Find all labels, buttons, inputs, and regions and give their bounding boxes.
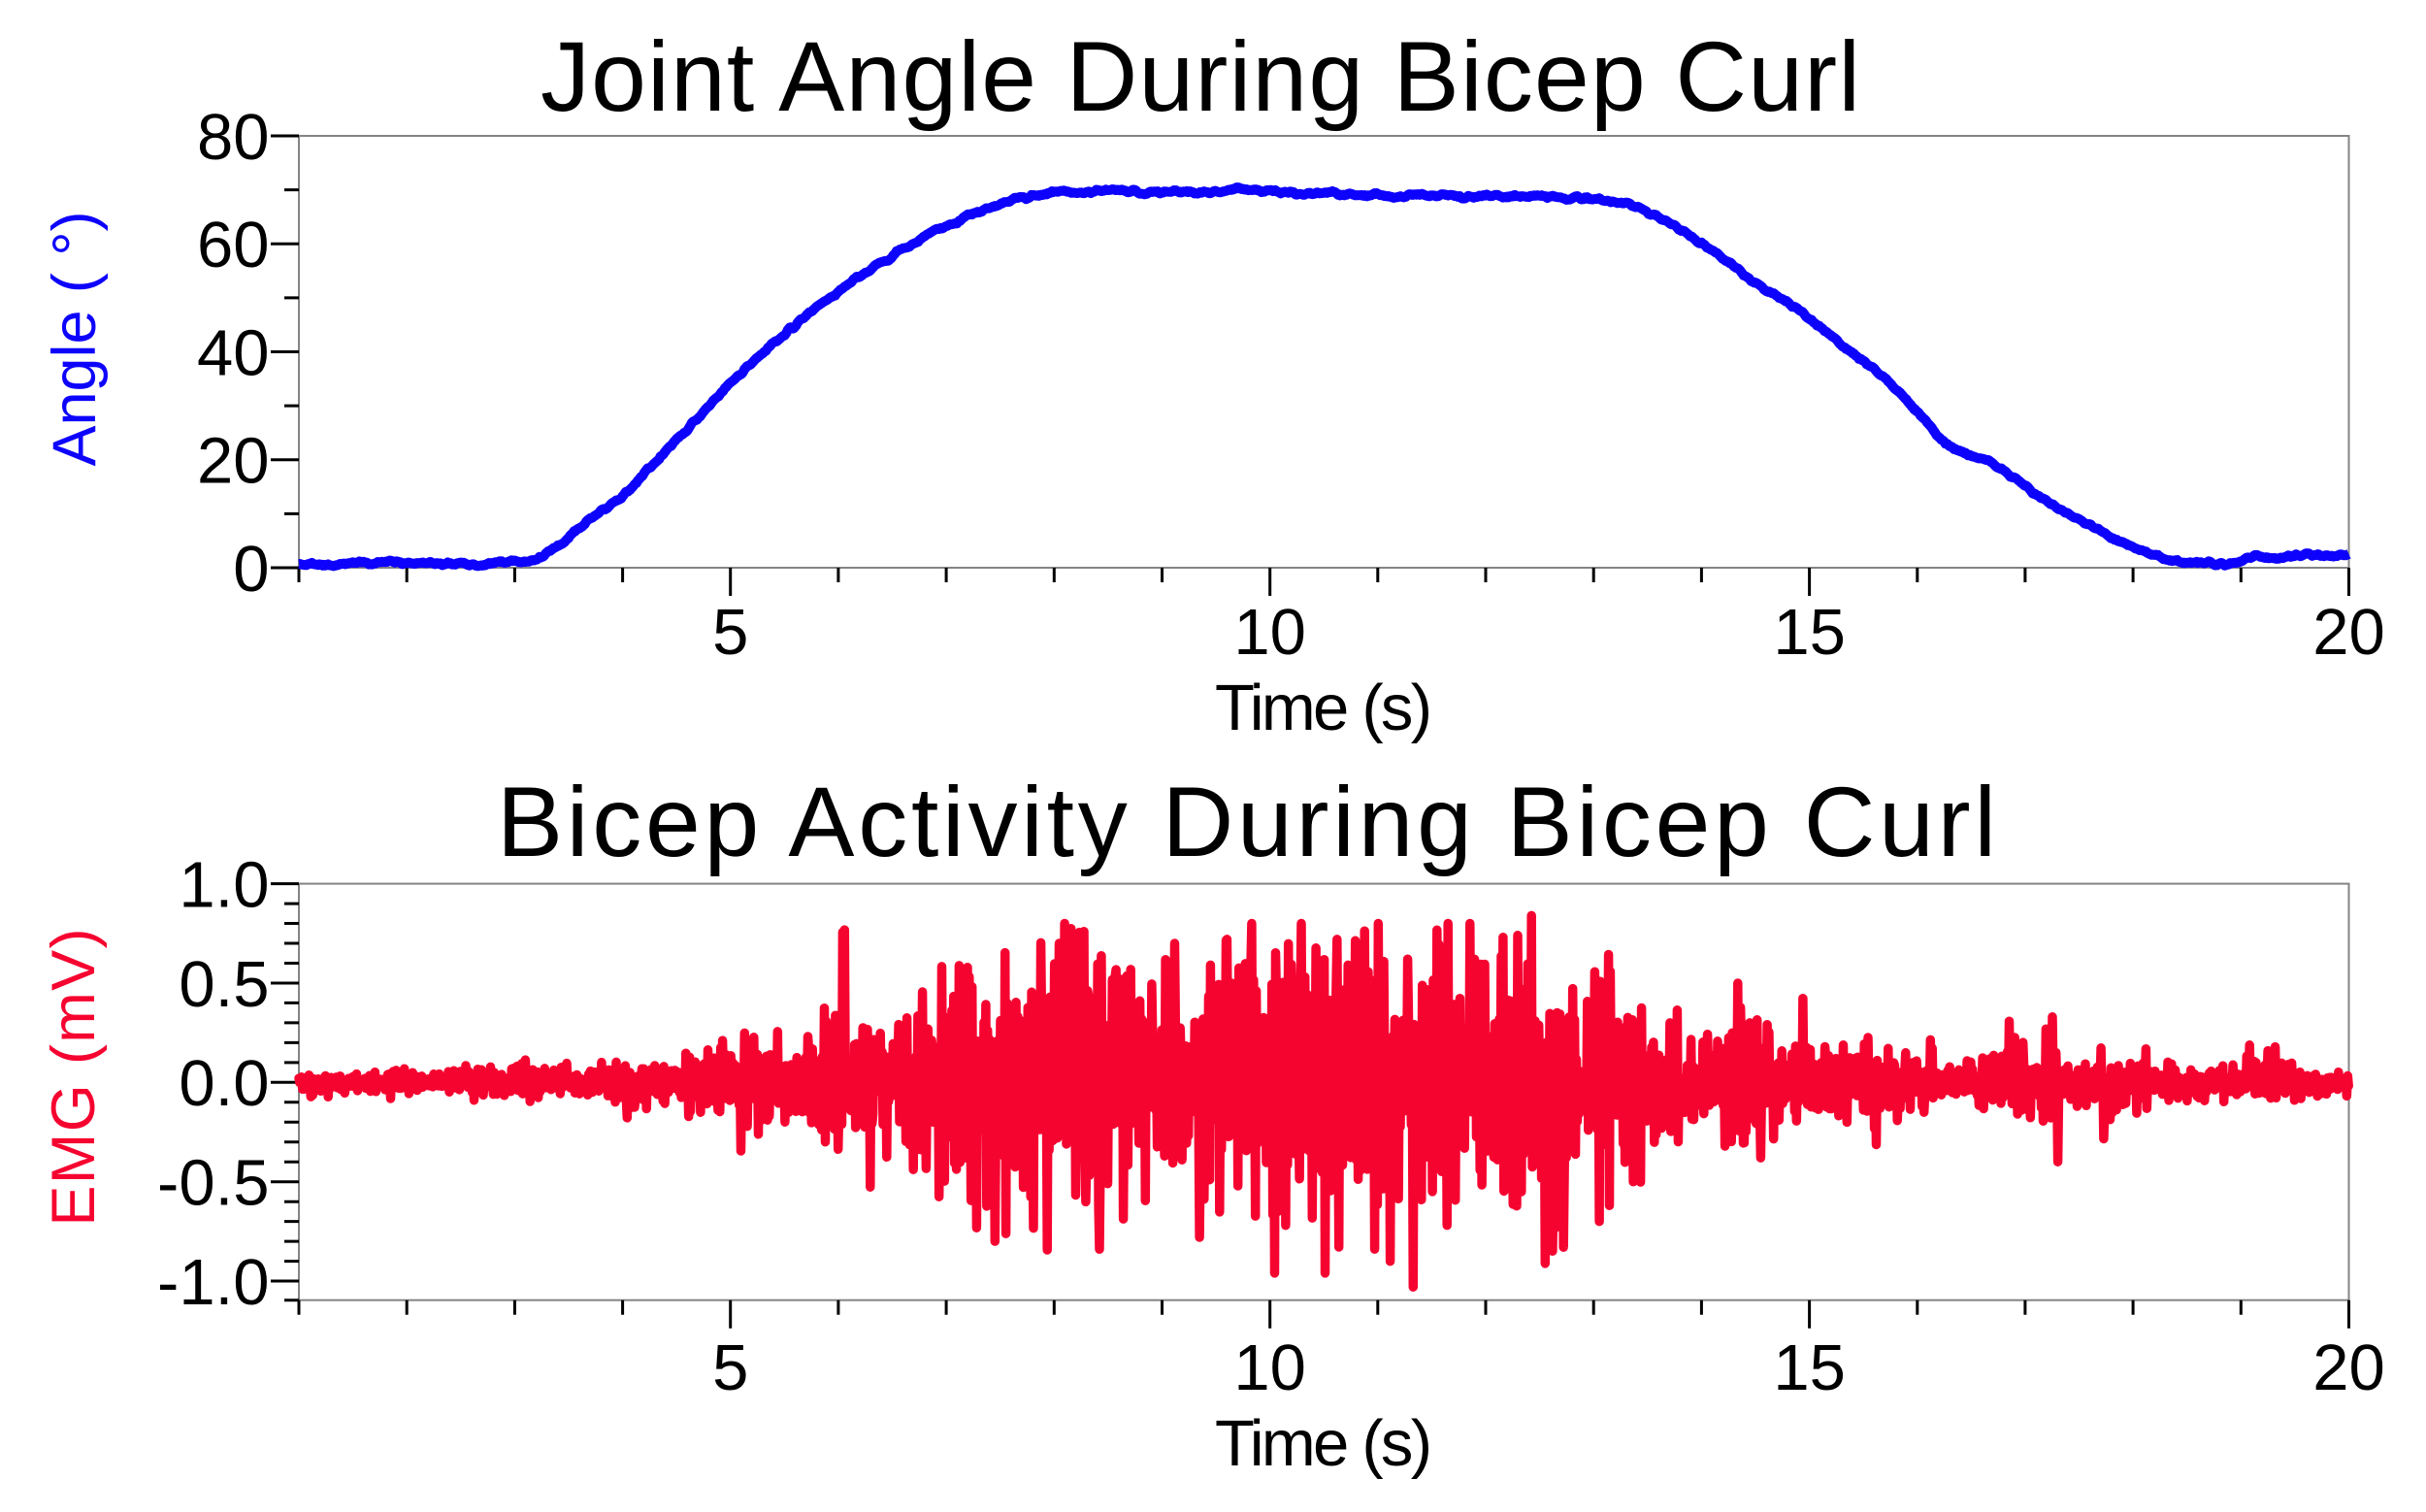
- svg-text:20: 20: [197, 425, 270, 498]
- svg-text:1.0: 1.0: [179, 849, 269, 922]
- svg-text:10: 10: [1233, 596, 1306, 669]
- svg-text:Time (s): Time (s): [1215, 672, 1432, 744]
- svg-text:20: 20: [2312, 596, 2385, 669]
- svg-text:Joint Angle During Bicep Curl: Joint Angle During Bicep Curl: [541, 21, 1860, 132]
- svg-text:0: 0: [233, 533, 269, 606]
- svg-text:15: 15: [1773, 596, 1846, 669]
- svg-text:0.5: 0.5: [179, 948, 269, 1021]
- svg-text:80: 80: [197, 101, 270, 174]
- svg-text:Time (s): Time (s): [1215, 1407, 1432, 1480]
- svg-text:20: 20: [2312, 1331, 2385, 1404]
- svg-text:-1.0: -1.0: [157, 1246, 269, 1319]
- svg-text:Angle ( °): Angle ( °): [41, 212, 109, 467]
- svg-text:40: 40: [197, 316, 270, 389]
- svg-text:15: 15: [1773, 1331, 1846, 1404]
- svg-text:-0.5: -0.5: [157, 1147, 269, 1220]
- svg-text:10: 10: [1233, 1331, 1306, 1404]
- svg-text:EMG (mV): EMG (mV): [40, 929, 108, 1227]
- svg-text:5: 5: [712, 596, 748, 669]
- svg-text:5: 5: [712, 1331, 748, 1404]
- svg-text:60: 60: [197, 209, 270, 281]
- svg-text:0.0: 0.0: [179, 1047, 269, 1120]
- svg-text:Bicep Activity During Bicep Cu: Bicep Activity During Bicep Curl: [497, 767, 1996, 877]
